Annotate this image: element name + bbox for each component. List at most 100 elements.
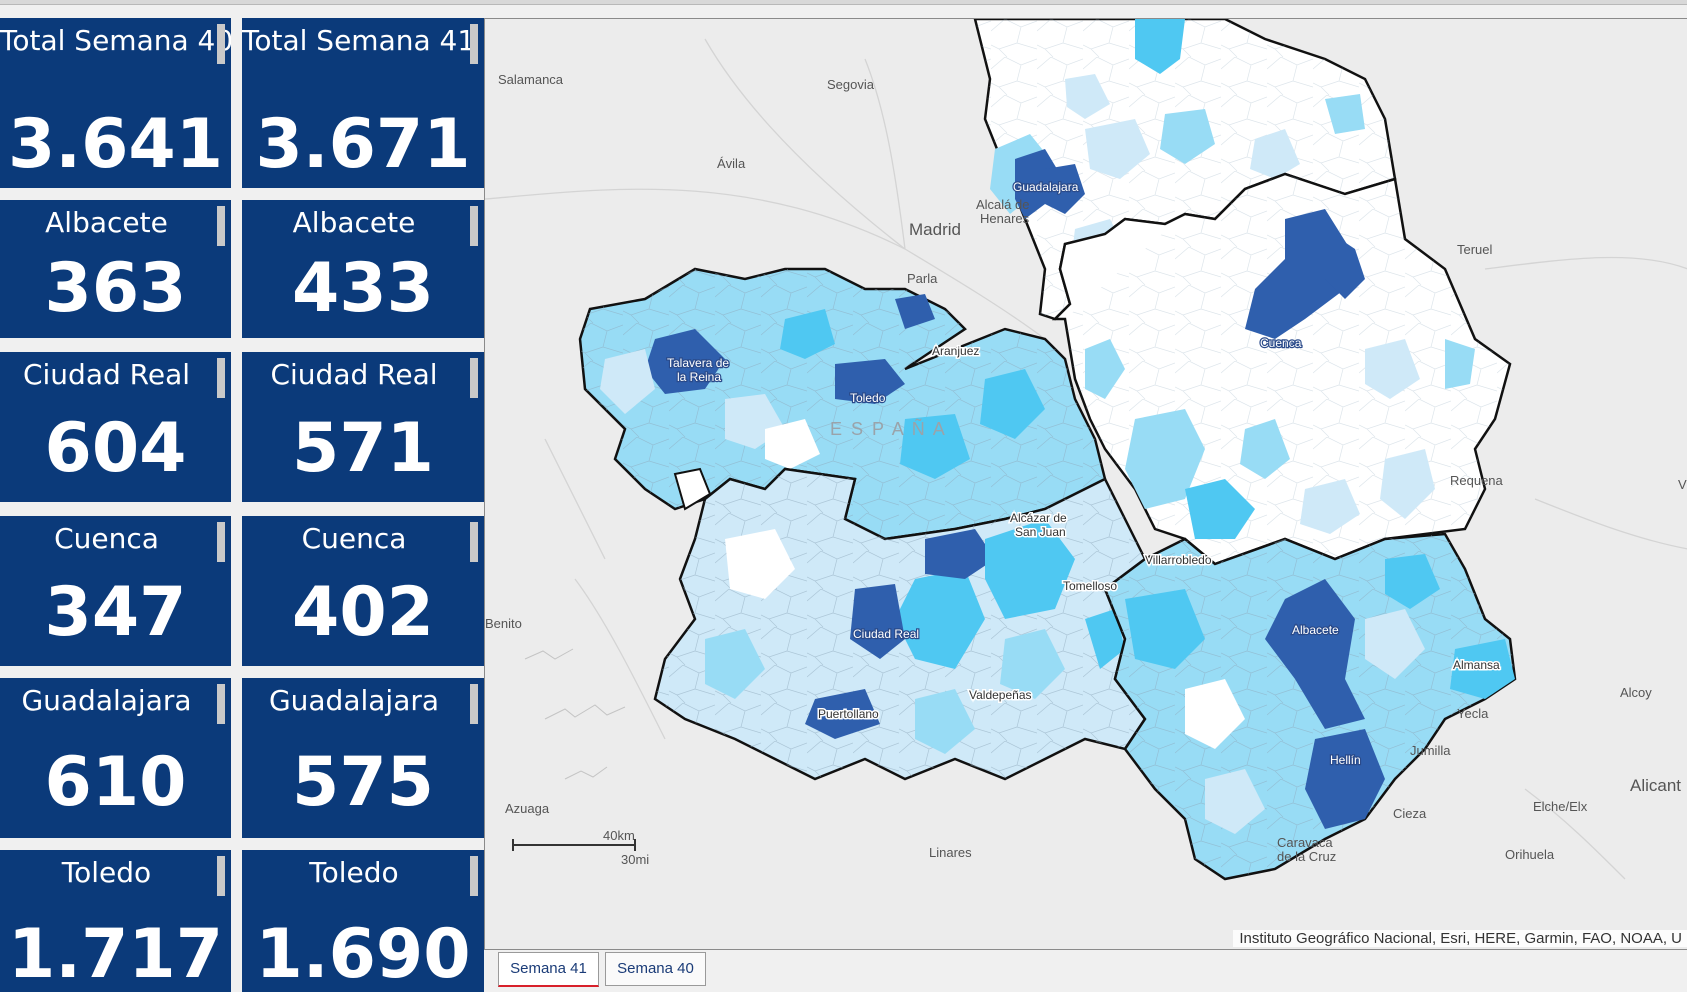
card-toledo-week-40[interactable]: Toledo 1.717 — [0, 850, 231, 992]
label-teruel: Teruel — [1457, 242, 1493, 257]
map-canvas[interactable]: Guadalajara Cuenca Talavera de la Reina … — [485, 19, 1687, 949]
card-scrollbar[interactable] — [470, 522, 478, 562]
label-alcala: Alcalá de — [976, 197, 1029, 212]
card-label: Albacete — [45, 206, 168, 239]
card-label: Cuenca — [54, 522, 159, 555]
card-scrollbar[interactable] — [217, 684, 225, 724]
label-avila: Ávila — [717, 156, 746, 171]
label-orihuela: Orihuela — [1505, 847, 1555, 862]
card-value: 1.690 — [255, 915, 471, 992]
label-almansa: Almansa — [1453, 658, 1500, 672]
label-linares: Linares — [929, 845, 972, 860]
card-label: Guadalajara — [21, 684, 192, 717]
card-cuenca-week-40[interactable]: Cuenca 347 — [0, 516, 231, 666]
card-guadalajara-week-41[interactable]: Guadalajara 575 — [242, 678, 484, 838]
basemap-roads — [485, 38, 1687, 880]
label-v-edge: V — [1678, 477, 1687, 492]
label-guadalajara: Guadalajara — [1013, 180, 1079, 194]
card-total-week-40[interactable]: Total Semana 40 3.641 — [0, 18, 231, 188]
card-value: 3.671 — [255, 105, 471, 184]
card-value: 571 — [292, 409, 434, 488]
label-yecla: Yecla — [1457, 706, 1489, 721]
card-value: 604 — [44, 409, 187, 488]
tab-week-41[interactable]: Semana 41 — [498, 952, 599, 987]
label-toledo: Toledo — [850, 391, 886, 405]
card-scrollbar[interactable] — [470, 358, 478, 398]
window-top-edge — [0, 0, 1687, 5]
card-ciudad-real-week-41[interactable]: Ciudad Real 571 — [242, 352, 484, 502]
label-tomelloso: Tomelloso — [1063, 579, 1117, 593]
label-alcazar-2: San Juan — [1015, 525, 1066, 539]
card-scrollbar[interactable] — [217, 856, 225, 896]
label-espana: E S P A Ñ A — [830, 418, 947, 439]
label-alcazar: Alcázar de — [1010, 511, 1067, 525]
basemap-hatch — [524, 648, 626, 780]
label-puertollano: Puertollano — [818, 707, 879, 721]
card-toledo-week-41[interactable]: Toledo 1.690 — [242, 850, 484, 992]
card-value: 610 — [44, 743, 187, 822]
card-label: Total Semana 41 — [242, 24, 476, 57]
label-albacete: Albacete — [1292, 623, 1339, 637]
label-alicante: Alicant — [1630, 776, 1681, 795]
card-albacete-week-40[interactable]: Albacete 363 — [0, 200, 231, 338]
card-scrollbar[interactable] — [217, 358, 225, 398]
card-guadalajara-week-40[interactable]: Guadalajara 610 — [0, 678, 231, 838]
map-view[interactable]: Guadalajara Cuenca Talavera de la Reina … — [484, 18, 1687, 950]
card-cuenca-week-41[interactable]: Cuenca 402 — [242, 516, 484, 666]
label-elche: Elche/Elx — [1533, 799, 1588, 814]
province-guadalajara[interactable] — [973, 19, 1397, 321]
card-ciudad-real-week-40[interactable]: Ciudad Real 604 — [0, 352, 231, 502]
card-label: Albacete — [292, 206, 416, 239]
label-cuenca: Cuenca — [1260, 336, 1302, 350]
map-attribution[interactable]: Instituto Geográfico Nacional, Esri, HER… — [1233, 930, 1687, 947]
label-alcala-2: Henares — [980, 211, 1030, 226]
card-label: Toledo — [309, 856, 399, 889]
card-scrollbar[interactable] — [217, 206, 225, 246]
card-label: Ciudad Real — [22, 358, 191, 391]
scale-bar: 40km 30mi — [512, 828, 649, 867]
card-albacete-week-41[interactable]: Albacete 433 — [242, 200, 484, 338]
card-scrollbar[interactable] — [470, 24, 478, 64]
scale-km-label: 40km — [603, 828, 635, 843]
label-valdepenas: Valdepeñas — [969, 688, 1032, 702]
card-scrollbar[interactable] — [470, 206, 478, 246]
card-scrollbar[interactable] — [470, 684, 478, 724]
label-cieza: Cieza — [1393, 806, 1427, 821]
card-label: Total Semana 40 — [0, 24, 231, 57]
label-hellin: Hellín — [1330, 753, 1361, 767]
label-ciudad-real: Ciudad Real — [853, 627, 919, 641]
card-scrollbar[interactable] — [470, 856, 478, 896]
card-total-week-41[interactable]: Total Semana 41 3.671 — [242, 18, 484, 188]
province-cuenca[interactable] — [1051, 172, 1512, 566]
card-value: 402 — [292, 573, 434, 652]
label-segovia: Segovia — [827, 77, 875, 92]
label-azuaga: Azuaga — [505, 801, 550, 816]
province-ciudad-real[interactable] — [653, 467, 1147, 781]
label-villarrobledo: Villarrobledo — [1145, 553, 1212, 567]
card-value: 347 — [44, 573, 187, 652]
card-value: 363 — [44, 249, 187, 328]
label-talavera: Talavera de — [667, 356, 729, 370]
label-parla: Parla — [907, 271, 938, 286]
card-value: 575 — [292, 743, 434, 822]
card-label: Toledo — [61, 856, 152, 889]
tab-week-40[interactable]: Semana 40 — [605, 952, 706, 986]
scale-mi-label: 30mi — [621, 852, 649, 867]
label-caravaca: Caravaca — [1277, 835, 1333, 850]
label-caravaca-2: de la Cruz — [1277, 849, 1336, 864]
province-albacete[interactable] — [1103, 532, 1517, 881]
card-scrollbar[interactable] — [217, 522, 225, 562]
card-scrollbar[interactable] — [217, 24, 225, 64]
card-label: Ciudad Real — [270, 358, 438, 391]
card-label: Guadalajara — [268, 684, 440, 717]
label-madrid: Madrid — [909, 220, 961, 239]
province-toledo[interactable] — [578, 267, 1107, 541]
label-alcoy: Alcoy — [1620, 685, 1652, 700]
label-benito: Benito — [485, 616, 522, 631]
label-requena: Requena — [1450, 473, 1504, 488]
card-value: 1.717 — [7, 915, 224, 992]
card-value: 433 — [292, 249, 434, 328]
label-talavera-2: la Reina — [677, 370, 721, 384]
label-jumilla: Jumilla — [1410, 743, 1451, 758]
label-aranjuez: Aranjuez — [932, 344, 979, 358]
